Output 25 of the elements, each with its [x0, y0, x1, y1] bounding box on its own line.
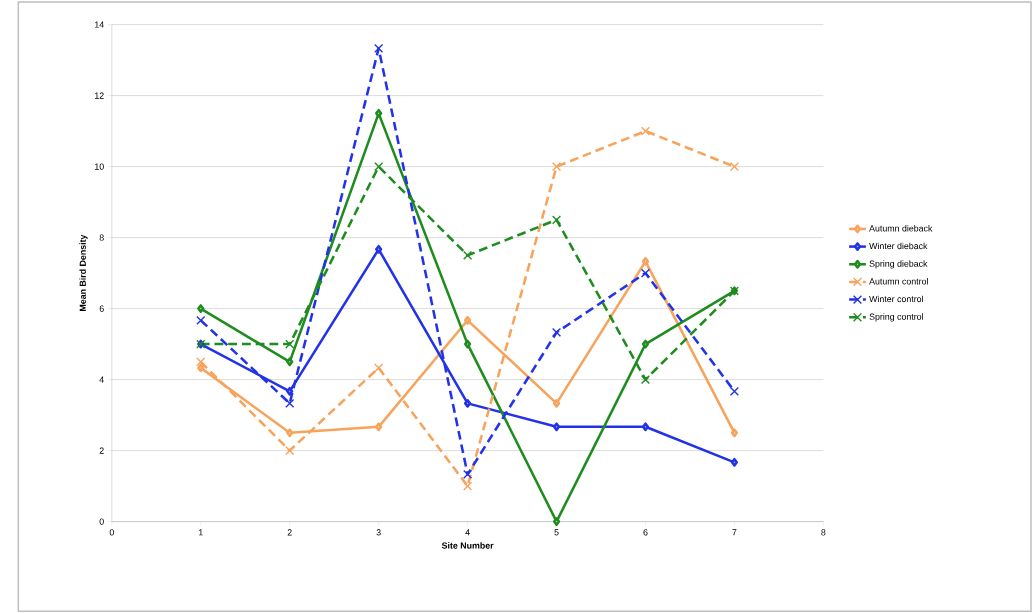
y-tick-label: 6	[99, 305, 104, 312]
x-tick-label: 8	[821, 529, 826, 536]
x-axis-title: Site Number	[441, 542, 494, 549]
legend-label: Spring control	[869, 313, 923, 322]
x-tick-label: 5	[554, 529, 559, 536]
x-tick-label: 6	[643, 529, 648, 536]
legend-label: Winter control	[869, 295, 923, 303]
y-tick-label: 14	[95, 21, 104, 28]
y-tick-label: 10	[95, 163, 104, 170]
legend-label: Autumn control	[869, 277, 928, 285]
y-tick-label: 0	[99, 518, 104, 525]
x-tick-label: 4	[465, 529, 470, 536]
x-tick-label: 2	[287, 529, 292, 536]
y-tick-label: 8	[99, 234, 104, 241]
y-tick-label: 2	[99, 447, 104, 454]
x-tick-label: 0	[109, 529, 114, 536]
x-tick-label: 1	[198, 529, 203, 536]
legend-label: Autumn dieback	[869, 224, 933, 232]
y-tick-label: 12	[95, 92, 104, 99]
y-axis-title: Mean Bird Density	[79, 234, 88, 311]
x-tick-label: 7	[732, 529, 737, 536]
x-tick-label: 3	[376, 529, 381, 536]
legend-label: Spring dieback	[869, 260, 928, 269]
legend-label: Winter dieback	[869, 242, 928, 250]
y-tick-label: 4	[99, 376, 104, 383]
